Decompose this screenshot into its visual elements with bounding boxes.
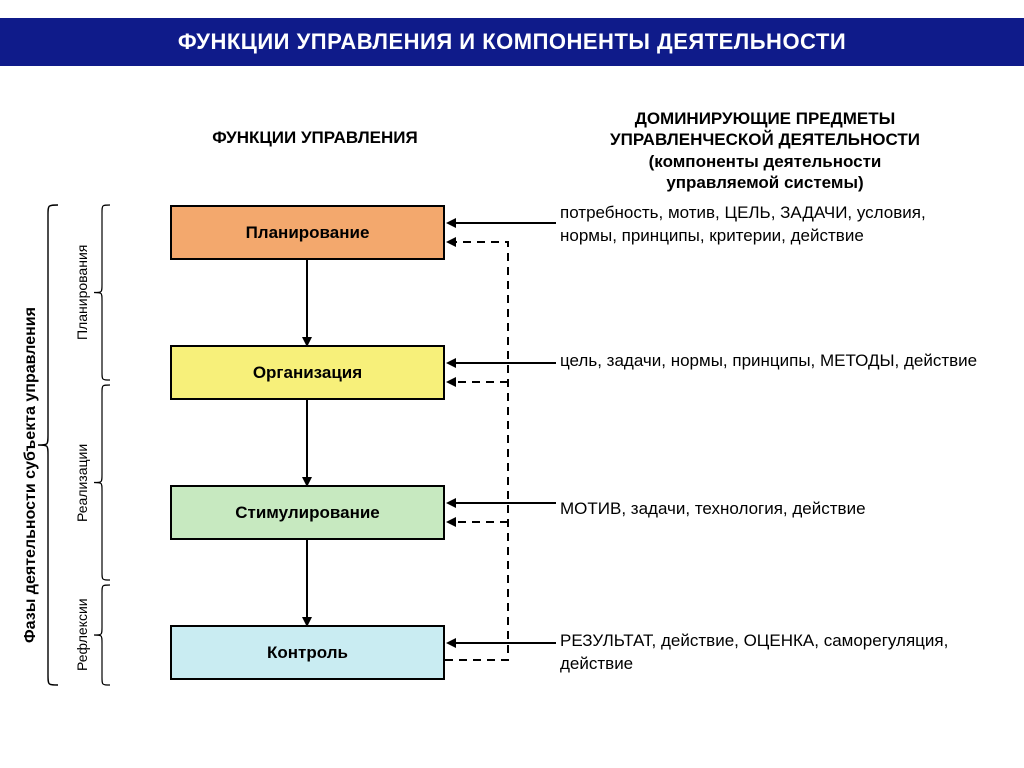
feedback-loop-group: [445, 242, 508, 660]
header-right: ДОМИНИРУЮЩИЕ ПРЕДМЕТЫ УПРАВЛЕНЧЕСКОЙ ДЕЯ…: [540, 108, 990, 193]
phase-label-1: Планирования: [74, 205, 90, 380]
desc-1: потребность, мотив, ЦЕЛЬ, ЗАДАЧИ, услови…: [560, 202, 980, 248]
header-right-l4: управляемой системы): [666, 173, 863, 192]
desc-3: МОТИВ, задачи, технология, действие: [560, 498, 980, 521]
desc-2: цель, задачи, нормы, принципы, МЕТОДЫ, д…: [560, 350, 980, 373]
title-banner: ФУНКЦИИ УПРАВЛЕНИЯ И КОМПОНЕНТЫ ДЕЯТЕЛЬН…: [0, 18, 1024, 66]
header-right-l3: (компоненты деятельности: [649, 152, 882, 171]
left-arrows-group: [448, 223, 556, 643]
box-planning: Планирование: [170, 205, 445, 260]
title-text: ФУНКЦИИ УПРАВЛЕНИЯ И КОМПОНЕНТЫ ДЕЯТЕЛЬН…: [178, 29, 846, 55]
phase-main-label: Фазы деятельности субъекта управления: [22, 260, 40, 690]
desc-4: РЕЗУЛЬТАТ, действие, ОЦЕНКА, саморегуляц…: [560, 630, 980, 676]
box-stimulating: Стимулирование: [170, 485, 445, 540]
box-control: Контроль: [170, 625, 445, 680]
box-organizing: Организация: [170, 345, 445, 400]
header-left-text: ФУНКЦИИ УПРАВЛЕНИЯ: [212, 128, 417, 147]
header-left: ФУНКЦИИ УПРАВЛЕНИЯ: [165, 128, 465, 148]
phase-label-3: Рефлексии: [74, 585, 90, 685]
header-right-l1: ДОМИНИРУЮЩИЕ ПРЕДМЕТЫ: [635, 109, 896, 128]
phase-label-2: Реализации: [74, 385, 90, 580]
phase-main-text: Фазы деятельности субъекта управления: [22, 307, 39, 643]
header-right-l2: УПРАВЛЕНЧЕСКОЙ ДЕЯТЕЛЬНОСТИ: [610, 130, 920, 149]
